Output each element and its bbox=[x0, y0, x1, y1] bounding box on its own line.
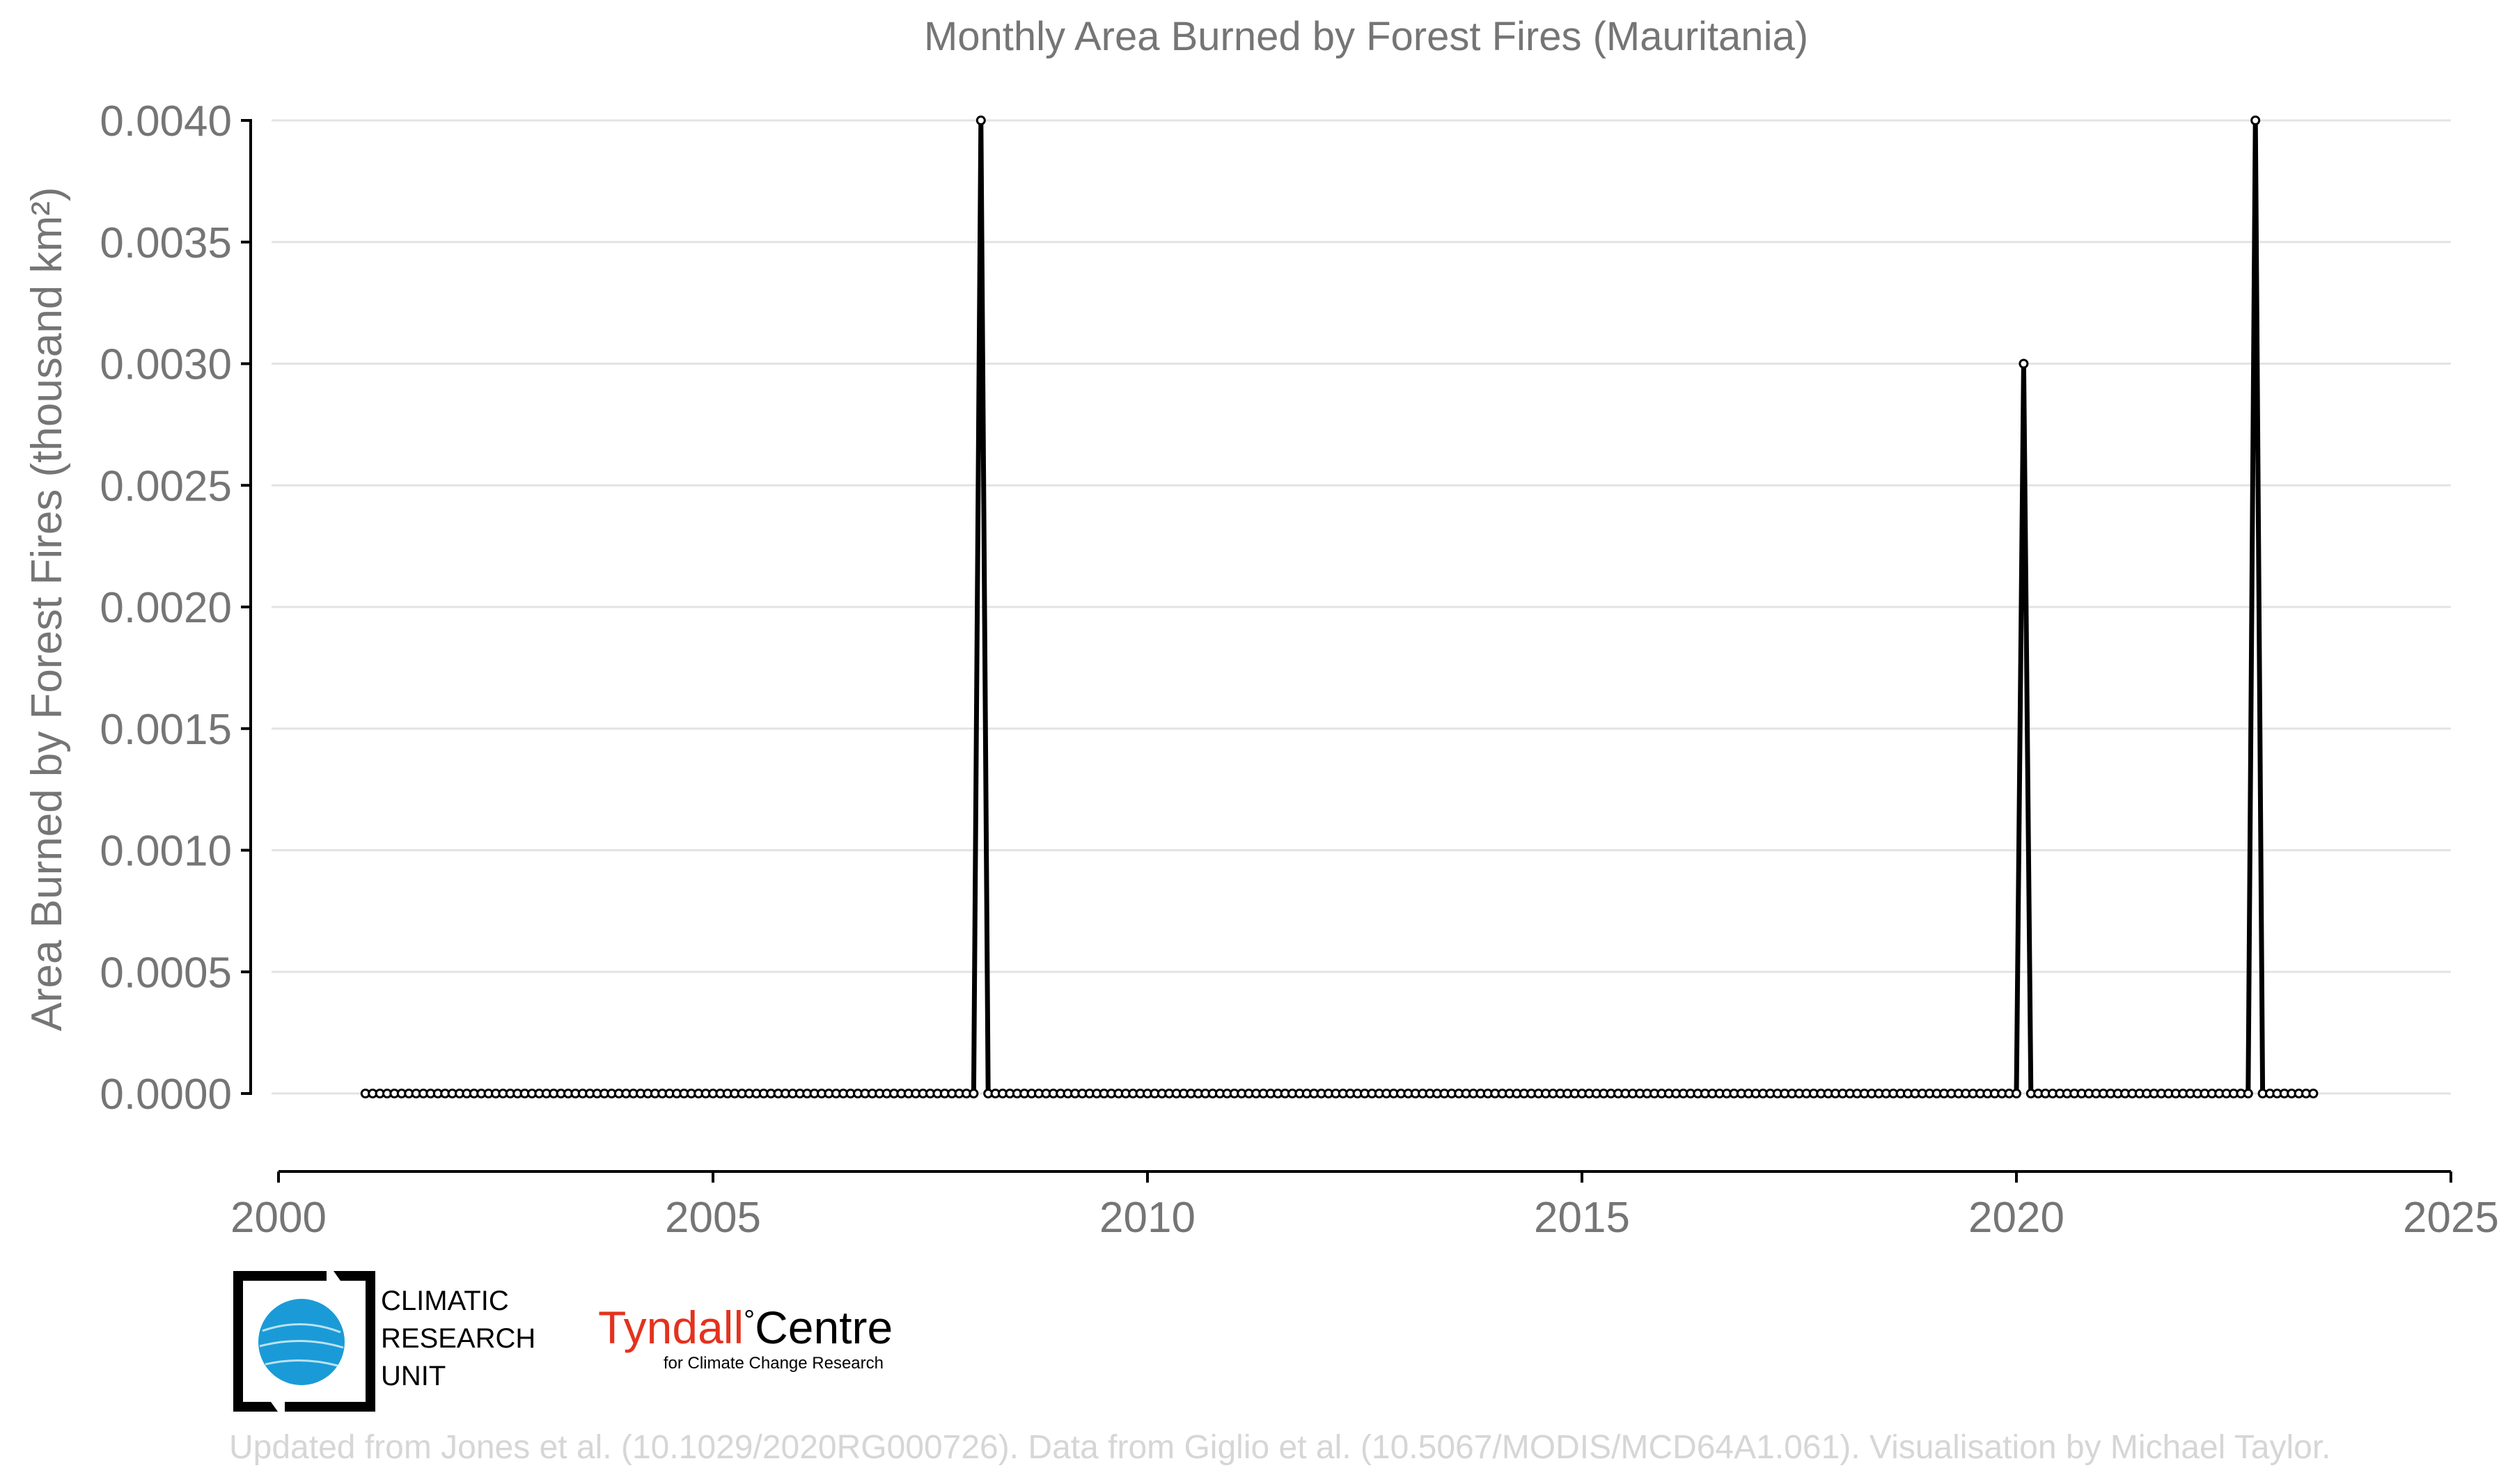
cru-line-2: RESEARCH bbox=[381, 1323, 535, 1354]
tyndall-degree: ° bbox=[744, 1305, 755, 1336]
cru-line-1: CLIMATIC bbox=[381, 1286, 509, 1316]
data-point bbox=[975, 116, 986, 125]
footer-logos: CLIMATIC RESEARCH UNIT Tyndall°Centre fo… bbox=[229, 1268, 925, 1414]
data-point bbox=[2019, 358, 2029, 369]
y-tick-label: 0.0020 bbox=[100, 584, 232, 632]
x-tick-label: 2020 bbox=[1968, 1194, 2064, 1242]
data-point bbox=[969, 1089, 979, 1098]
tyndall-centre: Centre bbox=[755, 1302, 893, 1353]
grid-lines bbox=[272, 119, 2451, 1095]
data-point bbox=[2243, 1089, 2253, 1098]
x-tick-label: 2010 bbox=[1099, 1194, 1196, 1242]
cru-bracket-left bbox=[233, 1271, 327, 1412]
tyndall-subtitle: for Climate Change Research bbox=[664, 1354, 884, 1373]
cru-logo: CLIMATIC RESEARCH UNIT bbox=[233, 1271, 535, 1412]
data-point bbox=[2250, 116, 2261, 125]
x-tick-label: 2005 bbox=[665, 1194, 761, 1242]
y-tick-label: 0.0040 bbox=[100, 97, 232, 145]
y-tick-label: 0.0025 bbox=[100, 462, 232, 510]
x-tick-label: 2015 bbox=[1534, 1194, 1630, 1242]
tyndall-logo: Tyndall°Centre for Climate Change Resear… bbox=[598, 1302, 893, 1373]
y-tick-label: 0.0030 bbox=[100, 341, 232, 389]
x-tick-label: 2025 bbox=[2403, 1194, 2499, 1242]
y-tick-label: 0.0000 bbox=[100, 1071, 232, 1119]
data-point bbox=[2308, 1089, 2319, 1098]
credit-line: Updated from Jones et al. (10.1029/2020R… bbox=[229, 1429, 2331, 1466]
series-line bbox=[360, 116, 2319, 1098]
y-tick-label: 0.0035 bbox=[100, 219, 232, 267]
tyndall-name: Tyndall bbox=[598, 1302, 744, 1353]
chart-title: Monthly Area Burned by Forest Fires (Mau… bbox=[924, 14, 1808, 59]
y-tick-label: 0.0015 bbox=[100, 706, 232, 754]
x-tick-label: 2000 bbox=[230, 1194, 327, 1242]
svg-text:Tyndall°Centre: Tyndall°Centre bbox=[598, 1302, 893, 1353]
y-tick-label: 0.0010 bbox=[100, 828, 232, 876]
x-axis: 2000 2005 2010 2015 2020 2025 bbox=[230, 1170, 2499, 1242]
cru-bracket-right bbox=[285, 1271, 375, 1412]
y-axis-label: Area Burned by Forest Fires (thousand km… bbox=[23, 187, 71, 1032]
cru-line-3: UNIT bbox=[381, 1361, 446, 1391]
chart: Monthly Area Burned by Forest Fires (Mau… bbox=[23, 14, 2499, 1242]
data-point bbox=[2012, 1089, 2021, 1098]
y-axis: 0.0000 0.0005 0.0010 0.0015 0.0020 0.0025 0.00… bbox=[100, 97, 252, 1119]
y-tick-label: 0.0005 bbox=[100, 949, 232, 997]
